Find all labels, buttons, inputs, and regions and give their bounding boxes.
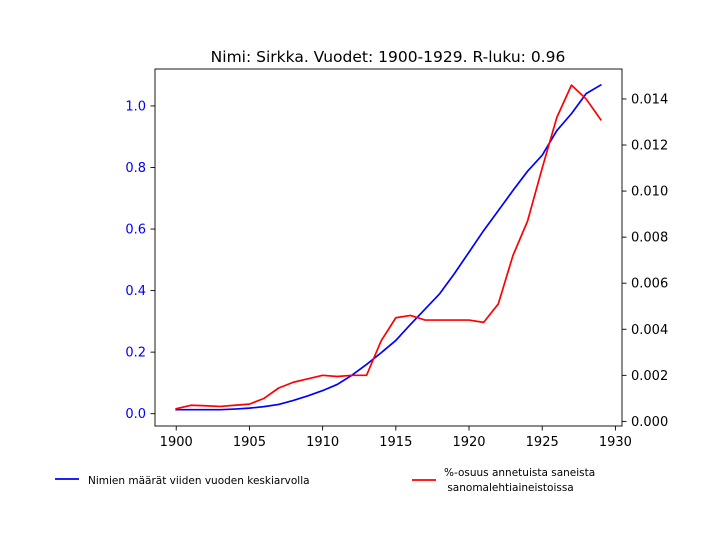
- legend: Nimien määrät viiden vuoden keskiarvolla…: [55, 467, 595, 494]
- x-tick-label: 1925: [526, 435, 559, 450]
- legend-label-1: Nimien määrät viiden vuoden keskiarvolla: [88, 475, 310, 487]
- x-tick-label: 1910: [306, 435, 339, 450]
- y-left-tick-label: 0.6: [125, 223, 146, 238]
- y-right-tick-label: 0.000: [631, 415, 668, 430]
- x-tick-label: 1915: [379, 435, 412, 450]
- y-left-tick-label: 0.8: [125, 161, 146, 176]
- y-left-tick-label: 0.0: [125, 407, 146, 422]
- axes-frame: [154, 68, 623, 427]
- legend-label-2-line2: sanomalehtiaineistoissa: [444, 482, 574, 494]
- x-tick-label: 1920: [452, 435, 485, 450]
- y-right-tick-label: 0.006: [631, 277, 668, 292]
- x-tick-label: 1930: [599, 435, 632, 450]
- chart-title: Nimi: Sirkka. Vuodet: 1900-1929. R-luku:…: [211, 48, 566, 66]
- y-right-tick-label: 0.012: [631, 139, 668, 154]
- series-line-1: [175, 83, 602, 411]
- x-tick-label: 1900: [160, 435, 193, 450]
- series-line-2: [175, 84, 602, 410]
- legend-label-2-line1: %-osuus annetuista saneista: [444, 467, 595, 479]
- y-right-tick-label: 0.004: [631, 323, 668, 338]
- y-right-tick-label: 0.014: [631, 92, 668, 107]
- plot-area: 1900 1905 1910 1915 1920 1925 1930 0.0 0.2 0.4 0.6…: [125, 68, 668, 450]
- y-right-tick-label: 0.002: [631, 369, 668, 384]
- y-left-tick-label: 0.4: [125, 284, 146, 299]
- y-left-tick-label: 0.2: [125, 346, 146, 361]
- y-right-tick-label: 0.008: [631, 231, 668, 246]
- y-left-tick-label: 1.0: [125, 99, 146, 114]
- y-right-tick-label: 0.010: [631, 185, 668, 200]
- x-tick-label: 1905: [233, 435, 266, 450]
